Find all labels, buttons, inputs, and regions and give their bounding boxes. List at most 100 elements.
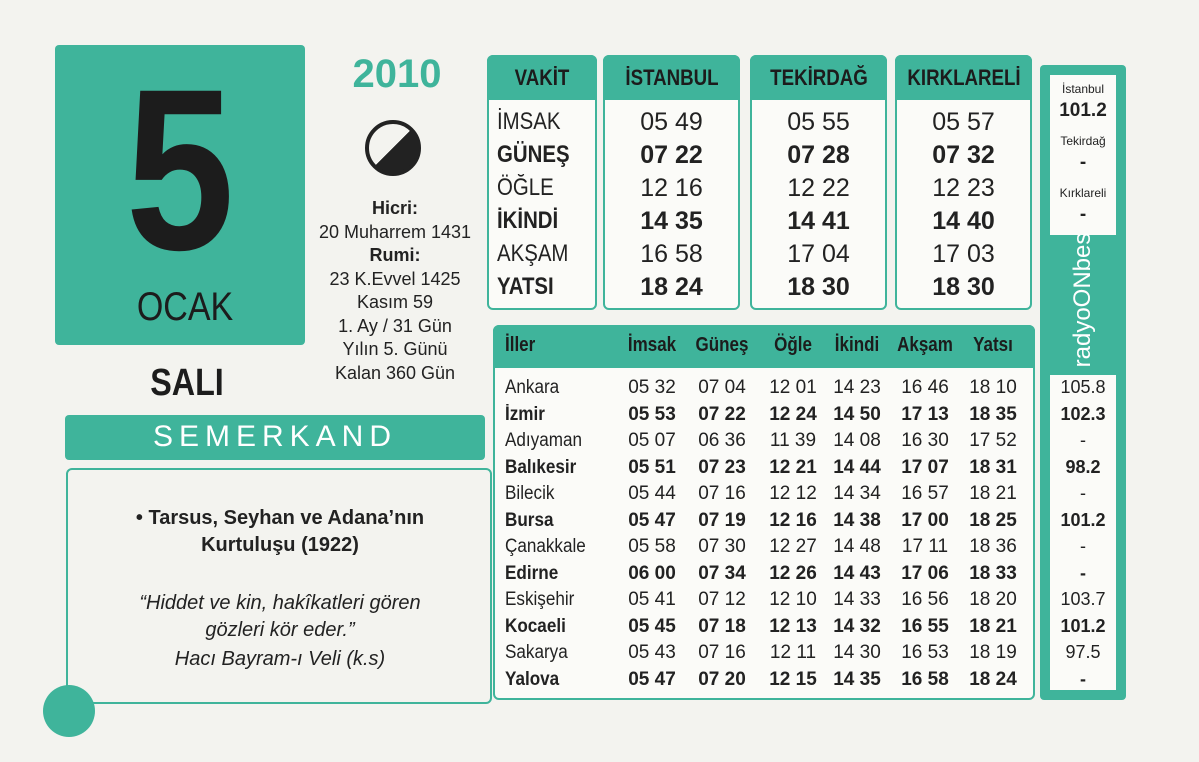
radio-panel: [1050, 75, 1116, 235]
cities-header-text: İkindi: [834, 334, 880, 356]
city-name: Kocaeli: [505, 615, 566, 637]
city-time: 05 47: [628, 509, 676, 531]
city-time: 07 20: [698, 668, 746, 690]
radio-city: Kırklareli: [1059, 186, 1107, 200]
city-time: 14 23: [833, 377, 881, 398]
event-box: [66, 468, 492, 704]
radio-freq: 101.2: [1060, 509, 1106, 530]
info-line: Kasım 59: [356, 292, 434, 312]
city-time: 18 25: [969, 509, 1017, 531]
radio-freq: -: [1080, 562, 1086, 583]
city-time: 14 33: [833, 589, 881, 610]
info-line: 1. Ay / 31 Gün: [338, 315, 452, 336]
table-header: [603, 55, 740, 100]
prayer-time: 07 28: [787, 141, 850, 169]
city-time: 07 16: [698, 483, 746, 504]
cities-header-text: Güneş: [695, 334, 749, 356]
radio-freq: -: [1080, 430, 1086, 450]
radio-freq: -: [1080, 668, 1086, 689]
table-header-text: VAKİT: [514, 65, 570, 90]
city-time: 12 27: [769, 536, 817, 557]
radio-city: Tekirdağ: [1060, 134, 1106, 148]
table-header: [750, 55, 887, 100]
prayer-time: 05 57: [932, 108, 995, 136]
city-time: 18 33: [969, 562, 1017, 584]
table-header: [895, 55, 1032, 100]
radio-freq: -: [1080, 536, 1086, 556]
city-time: 12 16: [769, 509, 817, 531]
city-time: 14 44: [833, 456, 881, 478]
city-time: 07 30: [698, 536, 746, 557]
city-name: Edirne: [505, 562, 559, 584]
city-time: 16 30: [901, 430, 949, 451]
day-number: 5: [125, 41, 235, 298]
info-line: 20 Muharrem 1431: [318, 221, 472, 242]
city-time: 14 30: [833, 642, 881, 663]
radio-freq: 101.2: [1059, 100, 1107, 121]
prayer-time: 14 40: [932, 207, 995, 235]
info-line: Kalan 360 Gün: [334, 362, 456, 383]
prayer-time: 05 49: [640, 108, 703, 136]
city-time: 07 19: [698, 509, 746, 531]
prayer-time: 12 23: [932, 174, 995, 202]
radio-freq: 103.7: [1060, 589, 1106, 609]
city-time: 05 58: [628, 536, 676, 557]
city-time: 12 12: [769, 483, 817, 504]
brand: SEMERKAND: [152, 420, 398, 453]
prayer-name: İKİNDİ: [497, 207, 559, 234]
city-time: 07 12: [698, 589, 746, 610]
radio-freq: 102.3: [1060, 403, 1106, 424]
table-header-text: TEKİRDAĞ: [769, 65, 868, 90]
quote-text: “Hiddet ve kin, hakîkatleri gören: [139, 592, 421, 614]
cities-header-text: İmsak: [627, 334, 677, 356]
city-time: 18 21: [969, 615, 1017, 637]
prayer-name: ÖĞLE: [497, 174, 554, 201]
city-time: 06 00: [628, 562, 676, 584]
city-time: 05 51: [628, 456, 676, 478]
info-line: Yılın 5. Günü: [342, 339, 448, 359]
prayer-time: 17 04: [787, 240, 850, 268]
radio-logo: radyoONbes: [1069, 232, 1096, 368]
city-time: 18 35: [969, 403, 1017, 425]
radio-freq: 98.2: [1065, 456, 1101, 477]
prayer-name: AKŞAM: [497, 240, 569, 267]
city-time: 18 20: [969, 589, 1017, 610]
city-time: 12 21: [769, 456, 817, 478]
prayer-name: GÜNEŞ: [497, 141, 570, 168]
cities-header-text: İller: [505, 334, 536, 356]
prayer-time: 14 41: [787, 207, 850, 235]
city-time: 16 46: [901, 377, 949, 398]
city-time: 05 47: [628, 668, 676, 690]
city-time: 05 53: [628, 403, 676, 425]
prayer-time: 18 30: [932, 273, 995, 301]
city-name: Yalova: [505, 668, 560, 690]
city-time: 05 07: [628, 430, 676, 451]
radio-freq: 101.2: [1060, 615, 1106, 636]
city-time: 18 19: [969, 642, 1017, 663]
radio-freq: -: [1080, 483, 1086, 503]
city-time: 12 26: [769, 562, 817, 584]
cities-header-text: Yatsı: [973, 334, 1013, 356]
city-time: 07 16: [698, 642, 746, 663]
city-time: 14 50: [833, 403, 881, 425]
city-time: 18 31: [969, 456, 1017, 478]
table-header-text: İSTANBUL: [624, 65, 719, 90]
city-time: 14 32: [833, 615, 881, 637]
info-line: 23 K.Evvel 1425: [329, 268, 461, 289]
info-line: Hicri:: [371, 198, 419, 218]
city-time: 18 10: [969, 377, 1017, 398]
city-time: 18 36: [969, 536, 1017, 557]
city-time: 05 44: [628, 483, 676, 504]
prayer-time: 16 58: [640, 240, 703, 268]
prayer-name: İMSAK: [497, 108, 561, 135]
city-time: 11 39: [769, 430, 817, 451]
city-time: 07 34: [698, 562, 746, 584]
city-time: 06 36: [698, 430, 746, 451]
brand-band: [65, 415, 485, 460]
year: 2010: [352, 52, 442, 96]
radio-freq: 105.8: [1060, 377, 1106, 397]
city-time: 16 53: [901, 642, 949, 663]
city-name: Ankara: [505, 377, 560, 398]
prayer-time: 14 35: [640, 207, 703, 235]
